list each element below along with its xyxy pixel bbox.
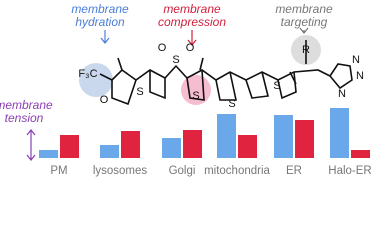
annotation: membrane — [71, 2, 129, 16]
bar — [217, 114, 236, 158]
annotation: membrane — [0, 98, 53, 112]
category-label: Golgi — [169, 165, 196, 177]
atom-label: N — [338, 88, 346, 100]
bar — [238, 135, 257, 158]
atom-label: F₃C — [78, 68, 97, 80]
bar — [295, 120, 314, 158]
hydration-arrow — [100, 30, 110, 44]
atom-label: O — [186, 42, 195, 54]
targeting-arrow — [299, 27, 309, 34]
bar — [100, 145, 119, 158]
tension-arrow — [26, 129, 36, 161]
atom-label: N — [356, 70, 364, 82]
bar — [60, 135, 79, 158]
category-label: ER — [286, 165, 302, 177]
atom-label: S — [273, 80, 280, 92]
annotation: membrane — [275, 2, 333, 16]
bar — [121, 131, 140, 158]
atom-label: R — [302, 44, 310, 56]
bar — [274, 115, 293, 158]
bar — [351, 150, 370, 158]
molecule-bonds — [99, 40, 353, 106]
compression-arrow — [187, 30, 197, 46]
figure: membranehydrationmembranecompressionmemb… — [0, 2, 372, 177]
atom-label: O — [158, 42, 167, 54]
bar — [183, 130, 202, 158]
category-label: lysosomes — [93, 165, 148, 177]
category-label: mitochondria — [204, 165, 270, 177]
atom-label: S — [136, 86, 143, 98]
bar — [39, 150, 58, 158]
annotation: membrane — [163, 2, 221, 16]
category-label: PM — [50, 165, 67, 177]
atom-label: S — [172, 54, 179, 66]
atom-label: N — [352, 54, 360, 66]
bar — [330, 108, 349, 158]
annotation: targeting — [281, 15, 328, 29]
category-label: Halo-ER — [328, 165, 371, 177]
hydration-highlight — [79, 63, 113, 97]
annotation: hydration — [75, 15, 125, 29]
annotation: tension — [5, 111, 44, 125]
bar — [162, 138, 181, 158]
atom-label: S — [228, 98, 235, 110]
annotation: compression — [158, 15, 226, 29]
atom-label: O — [100, 94, 109, 106]
atom-label: S — [192, 90, 199, 102]
